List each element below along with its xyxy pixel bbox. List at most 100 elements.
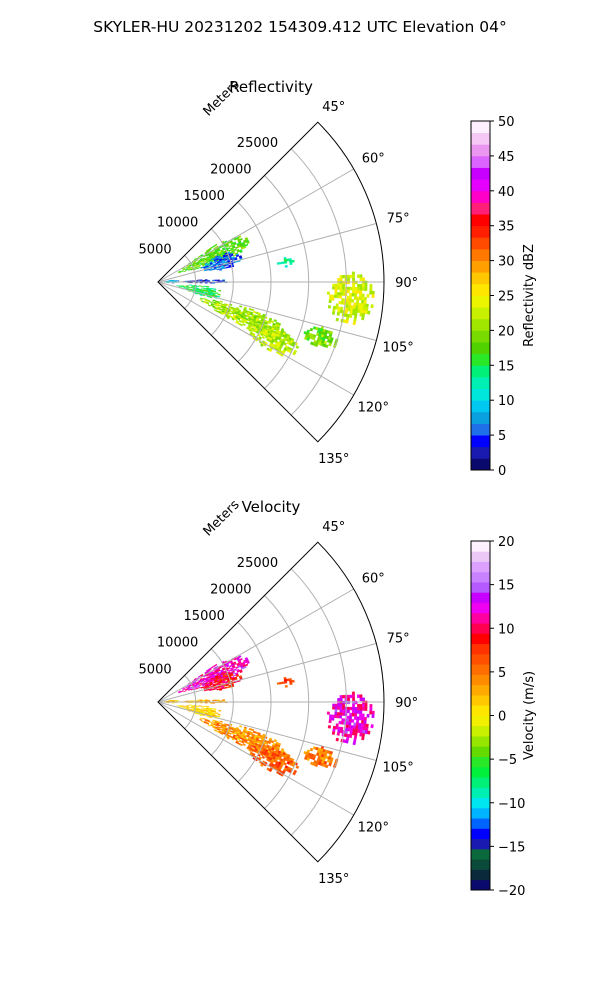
colorbar-tick-label: 15: [498, 359, 515, 374]
azimuth-tick-label: 135°: [318, 872, 349, 887]
echo-gate: [199, 683, 203, 686]
echo-gate: [200, 288, 204, 290]
echo-gate: [214, 663, 218, 667]
echo-gate: [331, 731, 336, 735]
colorbar-swatch: [471, 828, 490, 840]
echo-gate: [362, 703, 365, 708]
colorbar-tick-label: 10: [498, 622, 515, 637]
echo-gate: [192, 280, 196, 282]
echo-gate: [218, 289, 222, 292]
colorbar-swatch: [471, 643, 490, 655]
colorbar-swatch: [471, 571, 490, 583]
echo-gate: [361, 296, 365, 301]
echo-gate: [334, 703, 338, 707]
echo-gate: [331, 294, 335, 298]
echo-gate: [353, 716, 357, 720]
echo-gate: [359, 277, 363, 282]
echo-gate: [371, 710, 375, 715]
echo-gate: [369, 284, 373, 288]
echo-gate: [356, 710, 360, 714]
colorbar-swatch: [471, 746, 490, 757]
colorbar-label: Velocity (m/s): [522, 671, 537, 760]
echo-gate: [243, 246, 247, 249]
echo-gate: [197, 686, 201, 689]
echo-gate: [361, 316, 365, 321]
echo-gate: [324, 764, 329, 769]
echo-gate: [287, 769, 292, 774]
echo-gate: [199, 297, 203, 300]
echo-gate: [188, 706, 192, 709]
colorbar-tick-label: 20: [498, 535, 515, 550]
echo-gate: [357, 703, 360, 708]
echo-gate: [328, 762, 332, 767]
echo-gate: [219, 300, 223, 303]
echo-gate: [334, 294, 338, 299]
colorbar-swatch: [471, 260, 490, 273]
echo-gate: [352, 283, 355, 288]
reflectivity-panel: Reflectivity45°60°75°90°105°120°135°5000…: [139, 77, 537, 479]
echo-gate: [242, 323, 246, 327]
echo-gate: [351, 709, 355, 714]
echo-gate: [359, 283, 363, 288]
azimuth-tick-label: 90°: [395, 696, 418, 711]
echo-gate: [246, 241, 250, 245]
echo-gate: [211, 301, 215, 304]
echo-gate: [361, 313, 366, 318]
echo-gate: [198, 705, 202, 707]
echo-gate: [346, 289, 350, 294]
echo-gate: [208, 248, 212, 252]
colorbar-swatch: [471, 797, 490, 809]
echo-gate: [362, 697, 365, 702]
echo-gate: [348, 295, 352, 300]
azimuth-spoke: [157, 281, 354, 396]
echo-gate: [281, 261, 285, 265]
colorbar-swatch: [471, 684, 490, 696]
echo-gate: [214, 243, 218, 247]
echo-gate: [218, 709, 222, 712]
echo-gate: [183, 690, 187, 693]
colorbar-tick-label: −10: [498, 797, 525, 812]
colorbar: 0 5 10 15 20 25 30 35 40 45 50 Reflectivity dBZ: [470, 115, 537, 479]
range-tick-label: 15000: [184, 609, 225, 624]
echo-gate: [201, 286, 205, 288]
colorbar-swatch: [471, 715, 490, 727]
echo-gate: [329, 294, 333, 298]
echo-gate: [334, 289, 338, 293]
echo-region: [303, 745, 339, 769]
echo-gate: [351, 299, 355, 303]
echo-gate: [209, 296, 213, 299]
colorbar-tick-label: 25: [498, 290, 515, 305]
azimuth-tick-label: 60°: [362, 572, 385, 587]
colorbar-swatch: [471, 121, 490, 134]
colorbar-swatch: [471, 551, 490, 562]
colorbar-swatch: [471, 353, 490, 366]
echo-gate: [209, 721, 213, 724]
echo-gate: [364, 707, 368, 711]
colorbar-swatch: [471, 179, 490, 192]
colorbar-swatch: [471, 446, 490, 459]
echo-gate: [357, 707, 360, 711]
echo-gate: [354, 280, 358, 285]
echo-gate: [349, 706, 353, 711]
echo-gate: [354, 713, 358, 717]
echo-gate: [284, 680, 288, 684]
colorbar-swatch: [471, 848, 490, 860]
colorbar-swatch: [471, 818, 490, 829]
sector-frame: [157, 541, 385, 863]
echo-gate: [246, 661, 250, 665]
colorbar-swatch: [471, 766, 490, 778]
echo-gate: [352, 280, 355, 285]
echo-gate: [184, 266, 188, 269]
colorbar-swatch: [471, 879, 490, 891]
echo-gate: [331, 717, 335, 721]
echo-gate: [291, 763, 295, 767]
echo-gate: [364, 700, 368, 705]
echo-gate: [352, 703, 355, 708]
echo-gate: [352, 274, 355, 279]
echo-gate: [349, 694, 353, 699]
echo-gate: [212, 282, 216, 284]
echo-gate: [215, 292, 219, 295]
echo-gate: [370, 304, 374, 309]
echo-gate: [244, 663, 249, 667]
echo-gate: [348, 718, 352, 723]
